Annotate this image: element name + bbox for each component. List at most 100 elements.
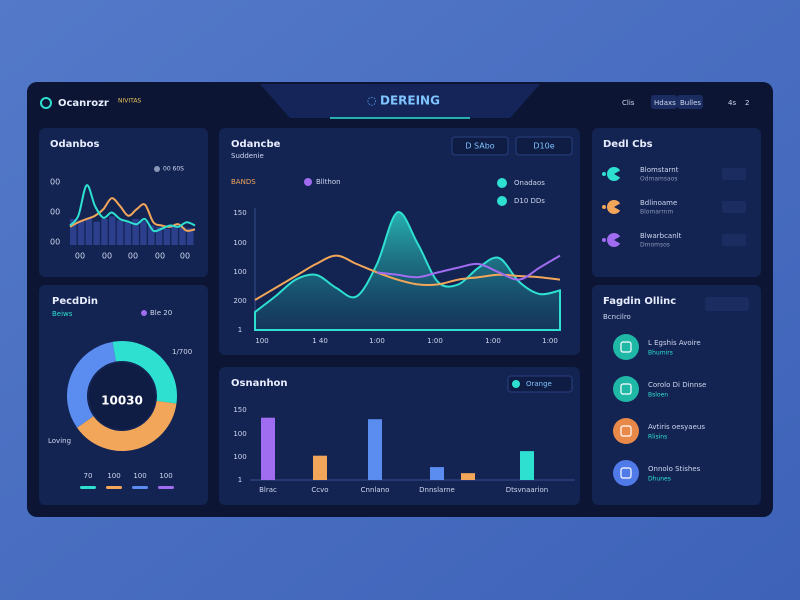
bar: [85, 217, 93, 245]
dot: [602, 205, 606, 209]
legend-label: Ble 20: [150, 309, 172, 317]
legend-label: Bllthon: [316, 178, 341, 186]
panel-title: Dedl Cbs: [603, 139, 653, 150]
item-name: Blwarbcanlt: [640, 232, 682, 240]
brand: Ocanrozr: [58, 98, 109, 109]
x-tick-label: Ccvo: [311, 486, 328, 494]
action-button[interactable]: [677, 95, 703, 109]
footer-bar: [106, 486, 122, 489]
button[interactable]: [515, 136, 573, 156]
y-tick-label: 200: [233, 297, 246, 305]
bar: [155, 226, 163, 245]
item-sub: Odmamsaos: [640, 176, 678, 183]
item-icon: [613, 418, 639, 444]
bar: [116, 220, 124, 245]
bar: [187, 228, 194, 245]
item-button[interactable]: [722, 168, 746, 180]
button[interactable]: [705, 297, 749, 311]
x-tick-label: 00: [75, 252, 85, 261]
bar: [101, 219, 108, 245]
item-name: Avtiris oesyaeus: [648, 423, 705, 431]
y-tick-label: 100: [233, 453, 246, 461]
item-glyph: [620, 467, 632, 479]
legend-dot: [141, 310, 147, 316]
line: [254, 254, 561, 301]
y-tick-label: 1: [238, 476, 242, 484]
item-sub: Dmomsos: [640, 242, 670, 249]
legend-dot: [154, 166, 160, 172]
legend-dot: [304, 178, 312, 186]
action-label: 2: [745, 99, 749, 107]
donut-label: Loving: [48, 437, 71, 445]
item-icon: [613, 334, 639, 360]
bar: [368, 419, 382, 480]
panel-subtitle: Beiws: [52, 310, 73, 318]
y-tick-label: 1: [238, 326, 242, 334]
footer-bar: [80, 486, 96, 489]
action-label: Hdaxs: [654, 99, 676, 107]
legend-label: Orange: [526, 380, 552, 388]
footer-label: 100: [107, 472, 120, 480]
x-tick-label: 1:00: [542, 337, 558, 345]
y-tick-label: 150: [233, 406, 246, 414]
y-tick-label: 00: [50, 208, 60, 217]
footer-bar: [158, 486, 174, 489]
panel-subtitle: Bcncilro: [603, 313, 631, 321]
y-tick-label: 100: [233, 268, 246, 276]
panel: [592, 128, 761, 277]
bar: [313, 455, 327, 480]
item-name: Blomstarnt: [640, 166, 679, 174]
x-tick-label: Blrac: [259, 486, 277, 494]
panel-title: PecdDin: [52, 296, 98, 307]
bar: [461, 473, 475, 480]
panel-title: Fagdin Ollinc: [603, 296, 676, 307]
bar: [179, 226, 186, 245]
line: [376, 254, 561, 281]
action-button[interactable]: [651, 95, 677, 109]
x-tick-label: 00: [128, 252, 138, 261]
x-tick-label: 1 40: [312, 337, 328, 345]
bar: [163, 228, 171, 245]
item-glyph: [620, 383, 632, 395]
bar: [171, 225, 178, 245]
donut-label: 1/700: [172, 348, 192, 356]
area: [254, 211, 561, 331]
footer-label: 100: [159, 472, 172, 480]
item-button[interactable]: [722, 234, 746, 246]
legend-label: BANDS: [231, 178, 256, 186]
button[interactable]: [451, 136, 509, 156]
y-tick-label: 00: [50, 178, 60, 187]
item-sub: Bsloen: [648, 392, 668, 399]
x-tick-label: Cnnlano: [361, 486, 390, 494]
badge: NIVITAS: [118, 98, 141, 105]
bar: [124, 222, 132, 245]
x-tick-label: Dnnslarne: [419, 486, 455, 494]
pie-cut: [614, 203, 623, 211]
item-glyph: [620, 425, 632, 437]
footer-label: 70: [84, 472, 93, 480]
x-tick-label: 1:00: [485, 337, 501, 345]
title: DEREING: [380, 94, 440, 108]
panel-title: Osnanhon: [231, 378, 288, 389]
legend-box: [507, 375, 573, 393]
bar: [109, 216, 116, 245]
item-glyph: [620, 341, 632, 353]
title-icon: ◌: [367, 94, 377, 107]
x-tick-label: 00: [180, 252, 190, 261]
legend-dot: [512, 380, 520, 388]
line: [69, 184, 196, 233]
footer-label: 100: [133, 472, 146, 480]
x-tick-label: 1:00: [369, 337, 385, 345]
x-tick-label: 00: [155, 252, 165, 261]
bar: [430, 467, 444, 480]
bar: [132, 219, 139, 245]
item-name: Corolo Di Dinnse: [648, 381, 706, 389]
item-sub: Dhunes: [648, 476, 671, 483]
legend-label: Onadaos: [514, 179, 545, 187]
bar: [77, 220, 85, 245]
line: [69, 197, 196, 232]
item-name: L Egshis Avoire: [648, 339, 701, 347]
donut-hole: [89, 363, 155, 429]
item-button[interactable]: [722, 201, 746, 213]
legend-label: D10 DDs: [514, 197, 545, 205]
